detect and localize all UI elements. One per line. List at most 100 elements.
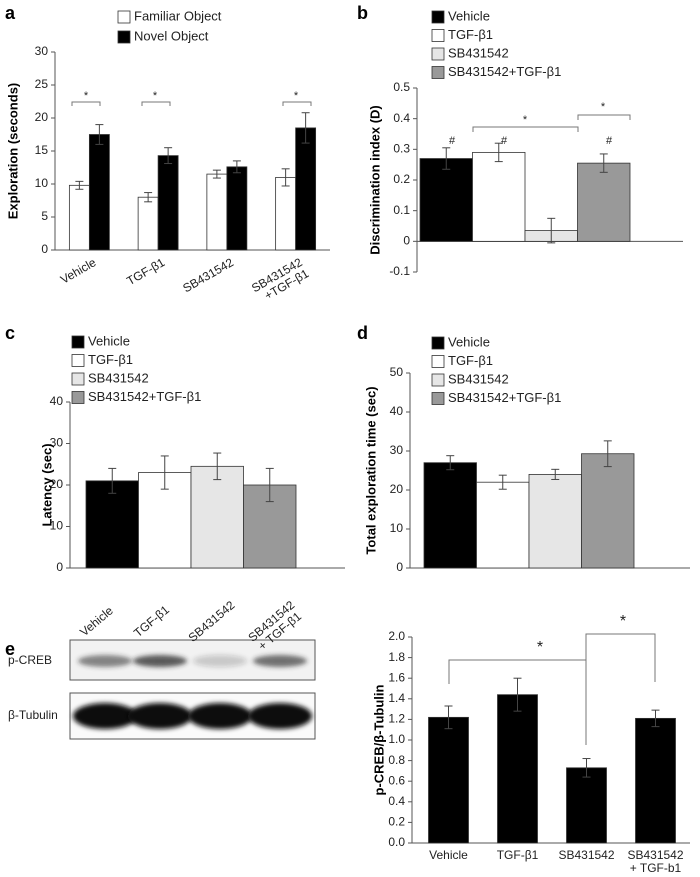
legend-swatch (71, 372, 85, 386)
bar (206, 173, 228, 251)
lane-label: SB431542 (185, 598, 237, 645)
legend-label: Novel Object (134, 28, 209, 43)
bar (85, 480, 139, 569)
lane-label: Vehicle (77, 603, 116, 639)
y-tick-label: 30 (35, 44, 49, 58)
y-tick-label: 20 (50, 477, 64, 491)
blot-band (248, 703, 312, 729)
y-tick-label: 0.8 (388, 753, 405, 767)
legend-label: SB431542 (448, 371, 509, 386)
significance-bracket (282, 101, 312, 106)
y-tick-label: 30 (390, 443, 404, 457)
bar (423, 462, 477, 569)
error-bar (75, 180, 84, 190)
y-tick-label: 20 (35, 110, 49, 124)
legend-swatch (431, 29, 445, 42)
bar (497, 694, 538, 844)
y-tick-label: 1.6 (388, 670, 405, 684)
error-bar (551, 468, 560, 480)
legend-label: Vehicle (448, 334, 490, 349)
legend-label: TGF-β1 (448, 353, 493, 368)
error-bar (213, 452, 222, 481)
x-tick-label: SB431542+TGF-β1 (249, 255, 311, 307)
error-bar (599, 153, 608, 173)
significance-bracket (141, 101, 171, 106)
bar (88, 134, 110, 251)
legend-label: Vehicle (448, 8, 490, 23)
error-bar (494, 142, 503, 163)
bar (190, 465, 244, 569)
panel-label: c (5, 323, 15, 343)
error-bar (603, 440, 612, 468)
blot-band (193, 655, 247, 667)
y-tick-label: 1.8 (388, 650, 405, 664)
error-bar (212, 169, 221, 179)
error-bar (164, 147, 173, 165)
x-tick-label-line: + TGF-b1 (630, 861, 682, 875)
y-tick-label: 50 (390, 365, 404, 379)
bar (157, 155, 179, 251)
annotation: * (537, 639, 543, 656)
bar (472, 151, 526, 242)
y-tick-label: 0.2 (393, 172, 410, 186)
significance-bracket (577, 114, 631, 120)
annotation: * (294, 90, 299, 102)
y-tick-label: 0 (56, 560, 63, 574)
y-tick-label: 0 (403, 234, 410, 248)
y-tick-label: 25 (35, 77, 49, 91)
legend-swatch (431, 392, 445, 405)
legend-swatch (117, 30, 131, 44)
legend-label: SB431542 (88, 370, 149, 385)
error-bar (108, 467, 117, 494)
legend-label: TGF-β1 (448, 27, 493, 42)
legend-label: SB431542+TGF-β1 (88, 389, 201, 404)
bar (566, 767, 607, 844)
error-bar (265, 467, 274, 503)
y-tick-label: 1.4 (388, 691, 405, 705)
legend-swatch (431, 336, 445, 350)
bar (528, 473, 582, 569)
y-tick-label: 0.5 (393, 80, 410, 94)
y-tick-label: -0.1 (389, 264, 410, 278)
annotation: * (523, 114, 528, 126)
annotation: * (620, 613, 626, 630)
legend-label: SB431542+TGF-β1 (448, 390, 561, 405)
error-bar (498, 474, 507, 490)
legend-swatch (71, 354, 85, 367)
y-axis-title: Discrimination index (D) (367, 105, 382, 255)
y-tick-label: 10 (50, 519, 64, 533)
bar (275, 176, 297, 251)
annotation: * (153, 90, 158, 102)
significance-bracket (472, 126, 579, 132)
y-tick-label: 5 (41, 209, 48, 223)
x-tick-label: Vehicle (58, 255, 99, 287)
bar (295, 127, 317, 251)
blot-band (78, 655, 132, 667)
legend-label: SB431542 (448, 45, 509, 60)
legend-swatch (431, 355, 445, 368)
x-tick-label-line: SB431542 (627, 848, 683, 862)
blot-band (133, 655, 187, 667)
legend-swatch (431, 47, 445, 61)
error-bar (95, 124, 104, 145)
significance-bracket (71, 101, 101, 106)
y-tick-label: 40 (390, 404, 404, 418)
error-bar (444, 705, 453, 730)
legend-label: TGF-β1 (88, 352, 133, 367)
panel-label: d (357, 323, 368, 343)
annotation: # (501, 135, 508, 147)
error-bar (144, 192, 153, 203)
y-tick-label: 0.2 (388, 815, 405, 829)
bar (577, 162, 631, 242)
lane-label: TGF-β1 (131, 602, 172, 640)
error-bar (582, 758, 591, 778)
y-tick-label: 0.6 (388, 773, 405, 787)
legend-swatch (117, 10, 131, 24)
bar (581, 453, 635, 569)
error-bar (301, 112, 310, 144)
blot-band (188, 703, 252, 729)
bar (428, 716, 469, 844)
error-bar (281, 168, 290, 187)
